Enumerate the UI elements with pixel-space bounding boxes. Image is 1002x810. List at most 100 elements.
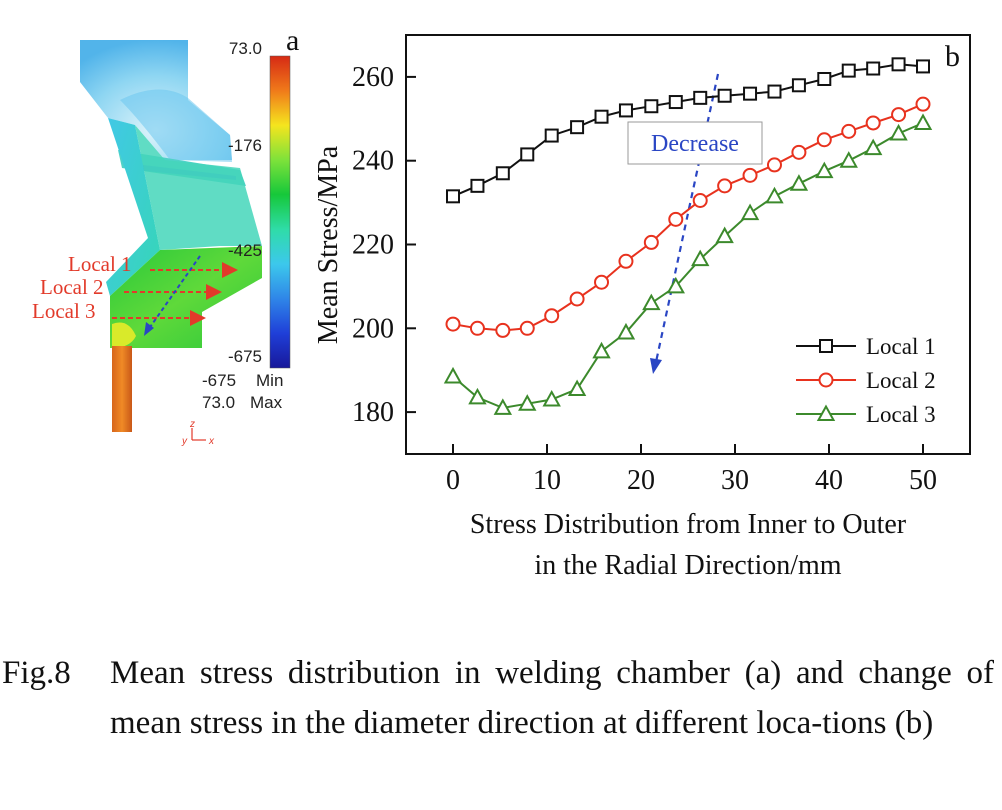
figure: Local 1 Local 2 Local 3 73.0 -176 -425 -… bbox=[32, 24, 971, 581]
legend-marker-2 bbox=[818, 372, 834, 388]
legend-label-3: Local 3 bbox=[866, 402, 936, 427]
axis-x-label: x bbox=[208, 436, 215, 447]
axis-z-label: z bbox=[189, 419, 195, 430]
series-3-point-0 bbox=[443, 366, 463, 384]
series-1-point-19 bbox=[916, 59, 930, 74]
series-1-point-18 bbox=[891, 57, 906, 72]
panel-a-arrowhead bbox=[144, 322, 154, 336]
y-tick-label-0: 180 bbox=[352, 397, 394, 428]
series-2-point-7 bbox=[618, 253, 634, 269]
series-1-point-5 bbox=[570, 120, 585, 135]
panel-a-contour: Local 1 Local 2 Local 3 73.0 -176 -425 -… bbox=[32, 24, 299, 447]
colorbar-tick-1: -176 bbox=[228, 136, 262, 155]
series-1-point-11 bbox=[717, 88, 732, 103]
figure-caption: Fig.8 Mean stress distribution in weldin… bbox=[0, 648, 1002, 810]
chamber-yellow-spot bbox=[112, 322, 136, 348]
series-1-point-17 bbox=[866, 61, 881, 76]
series-3-point-18 bbox=[889, 123, 908, 141]
series-2-point-6 bbox=[594, 274, 610, 290]
y-tick-label-4: 260 bbox=[352, 62, 394, 93]
series-2-point-11 bbox=[717, 178, 733, 194]
series-3-point-15 bbox=[815, 161, 834, 179]
local-2-label: Local 2 bbox=[40, 275, 104, 299]
axis-y-label: y bbox=[181, 436, 188, 447]
x-tick-label-5: 50 bbox=[909, 465, 937, 496]
series-3-point-2 bbox=[493, 398, 513, 415]
y-tick-label-2: 220 bbox=[352, 230, 394, 261]
y-axis: 180 200 220 240 260 bbox=[352, 62, 416, 428]
series-3-point-9 bbox=[666, 276, 685, 294]
x-tick-label-4: 40 bbox=[815, 465, 843, 496]
chamber-stem bbox=[112, 346, 132, 432]
series-2-point-18 bbox=[891, 107, 907, 123]
series-1-point-12 bbox=[743, 86, 758, 101]
x-axis-label-line-1: Stress Distribution from Inner to Outer bbox=[470, 509, 907, 540]
series-3-point-17 bbox=[863, 138, 883, 156]
legend-marker-1 bbox=[819, 339, 833, 353]
y-tick-label-1: 200 bbox=[352, 313, 394, 344]
series-2-point-2 bbox=[495, 322, 511, 338]
series-3-point-13 bbox=[765, 186, 784, 204]
series-1-point-10 bbox=[693, 90, 708, 105]
series-3-point-3 bbox=[518, 394, 537, 411]
x-tick-label-0: 0 bbox=[446, 465, 460, 496]
series-2-point-10 bbox=[692, 193, 708, 209]
series-3-point-8 bbox=[642, 293, 661, 311]
caption-number: Fig.8 bbox=[2, 655, 71, 691]
series-2-point-4 bbox=[544, 308, 560, 324]
decrease-box bbox=[627, 121, 763, 165]
series-1-point-1 bbox=[470, 178, 485, 193]
series-1-point-4 bbox=[544, 128, 559, 143]
series-1 bbox=[446, 57, 930, 204]
decrease-label: Decrease bbox=[651, 131, 739, 157]
chamber-slope-right bbox=[135, 125, 262, 250]
colorbar-min-word: Min bbox=[256, 371, 283, 390]
series-2-point-16 bbox=[841, 123, 857, 139]
series-1-point-0 bbox=[446, 189, 460, 204]
x-tick-label-2: 20 bbox=[627, 465, 655, 496]
panel-a-arrow bbox=[147, 255, 201, 331]
series-3-point-10 bbox=[691, 249, 710, 267]
legend-label-1: Local 1 bbox=[866, 334, 936, 359]
series-1-point-8 bbox=[644, 99, 659, 114]
series-1-point-7 bbox=[618, 103, 633, 118]
x-tick-label-1: 10 bbox=[533, 465, 561, 496]
colorbar bbox=[269, 55, 291, 369]
series-2-point-17 bbox=[865, 115, 881, 131]
series-3-point-4 bbox=[542, 389, 561, 407]
legend-marker-3 bbox=[816, 404, 836, 421]
series-3-point-16 bbox=[839, 151, 858, 168]
series-2-point-8 bbox=[643, 234, 659, 250]
colorbar-tick-3: -675 bbox=[228, 347, 262, 366]
series-1-point-2 bbox=[495, 166, 510, 181]
series-3-point-14 bbox=[789, 174, 809, 191]
series-3-point-1 bbox=[468, 387, 487, 405]
series-2-point-12 bbox=[742, 167, 758, 183]
panel-b-chart: 180 200 220 240 260 0 10 20 30 40 50 Mean Stress/… bbox=[313, 34, 971, 581]
series-2-point-19 bbox=[915, 96, 931, 112]
panel-b-label: b bbox=[945, 40, 960, 73]
series-3-point-12 bbox=[740, 203, 760, 221]
axis-triad-icon: z y x bbox=[181, 419, 215, 447]
decrease-arrowhead bbox=[650, 358, 662, 374]
figure-canvas: Local 1 Local 2 Local 3 73.0 -176 -425 -… bbox=[32, 24, 971, 581]
x-tick-label-3: 30 bbox=[721, 465, 749, 496]
series-layer bbox=[443, 57, 933, 415]
x-axis-label-line-2: in the Radial Direction/mm bbox=[534, 550, 841, 581]
series-1-point-14 bbox=[791, 78, 806, 93]
caption-text: Mean stress distribution in welding cham… bbox=[110, 655, 994, 741]
colorbar-min-value: -675 bbox=[202, 371, 236, 390]
local-1-label: Local 1 bbox=[68, 252, 132, 276]
colorbar-tick-0: 73.0 bbox=[229, 39, 262, 58]
series-2-point-0 bbox=[445, 316, 461, 332]
series-3 bbox=[443, 113, 933, 415]
series-2-point-13 bbox=[766, 157, 782, 173]
series-3-point-6 bbox=[592, 341, 611, 359]
series-3-point-11 bbox=[715, 226, 734, 244]
series-2-point-14 bbox=[791, 144, 807, 160]
series-3-point-7 bbox=[616, 322, 636, 340]
local-3-label: Local 3 bbox=[32, 299, 96, 323]
chamber-slope-left bbox=[106, 118, 160, 296]
y-axis-label: Mean Stress/MPa bbox=[313, 145, 344, 344]
colorbar-max-value: 73.0 bbox=[202, 393, 235, 412]
